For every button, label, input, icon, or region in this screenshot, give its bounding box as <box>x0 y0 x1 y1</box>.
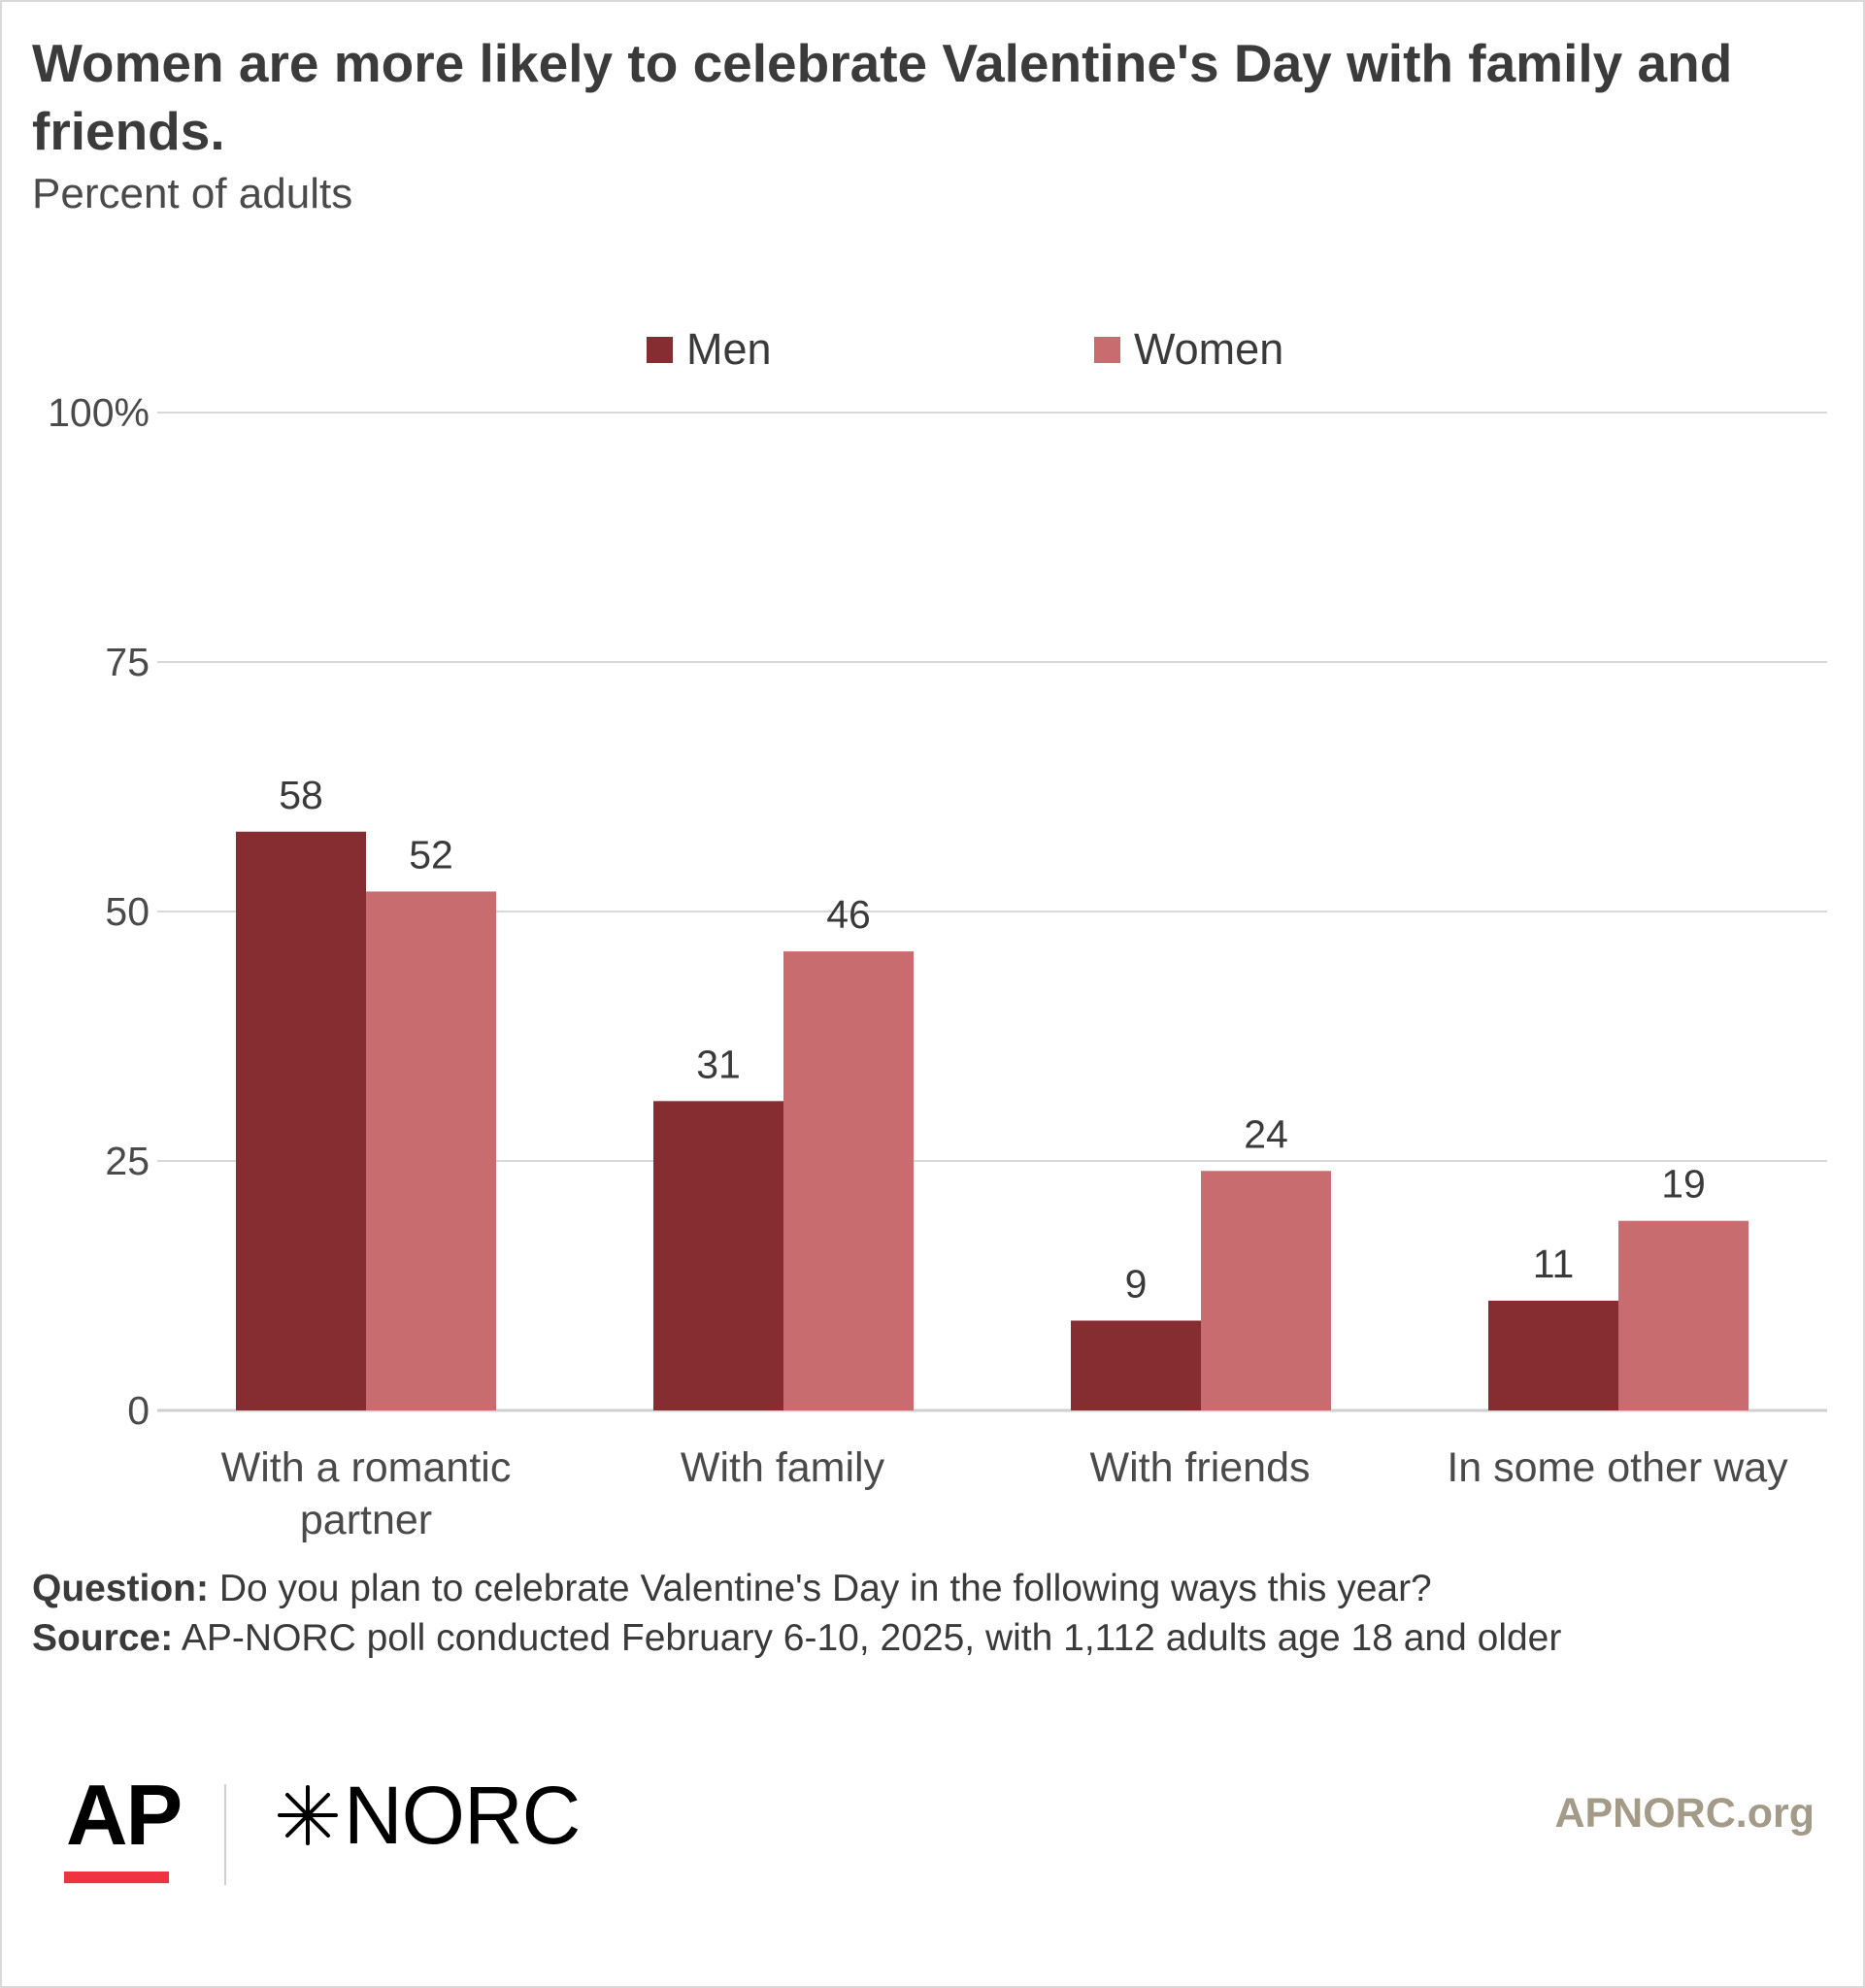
legend-label-women: Women <box>1134 324 1284 374</box>
bar-women-3 <box>1618 1220 1748 1410</box>
source-note: Source: AP-NORC poll conducted February … <box>32 1614 1828 1663</box>
legend-label-men: Men <box>686 324 772 374</box>
question-note: Question: Do you plan to celebrate Valen… <box>32 1565 1828 1613</box>
norc-logo-text: NORC <box>344 1769 581 1861</box>
y-tick-label: 100% <box>48 390 150 435</box>
data-label-men-0: 58 <box>279 773 323 817</box>
bar-chart: 0 25 50 75 100% 58 31 9 11 52 46 24 19 <box>48 390 1827 1433</box>
y-tick-label: 0 <box>127 1388 150 1433</box>
category-label-family: With family <box>680 1444 885 1491</box>
data-label-men-1: 31 <box>696 1042 741 1086</box>
question-text: Do you plan to celebrate Valentine's Day… <box>209 1568 1432 1609</box>
bar-men-0 <box>236 831 366 1410</box>
legend-swatch-men <box>647 336 673 363</box>
logo-divider <box>224 1784 226 1885</box>
y-tick-label: 25 <box>105 1139 150 1183</box>
ap-logo: AP <box>66 1767 183 1863</box>
data-label-men-2: 9 <box>1125 1261 1148 1306</box>
chart-title: Women are more likely to celebrate Valen… <box>32 33 1733 161</box>
source-label: Source: <box>32 1617 174 1659</box>
source-text: AP-NORC poll conducted February 6-10, 20… <box>173 1617 1562 1659</box>
category-label-other-way: In some other way <box>1447 1444 1788 1491</box>
bar-men-2 <box>1071 1320 1201 1410</box>
data-label-men-3: 11 <box>1533 1242 1575 1286</box>
legend-item-women: Women <box>1094 322 1283 377</box>
data-label-women-2: 24 <box>1244 1111 1288 1156</box>
site-link[interactable]: APNORC.org <box>1554 1790 1815 1837</box>
bar-men-3 <box>1488 1300 1618 1410</box>
y-tick-label: 50 <box>105 889 150 934</box>
data-label-women-1: 46 <box>826 892 871 937</box>
chart-subtitle: Percent of adults <box>32 170 353 217</box>
data-label-women-0: 52 <box>409 832 453 877</box>
norc-logo: NORC <box>274 1767 581 1864</box>
bar-men-1 <box>653 1101 783 1410</box>
y-tick-label: 75 <box>105 640 150 684</box>
category-label-friends: With friends <box>1089 1444 1311 1491</box>
question-label: Question: <box>32 1568 209 1609</box>
legend-swatch-women <box>1094 336 1120 363</box>
legend-item-men: Men <box>647 322 772 377</box>
norc-star-icon <box>278 1785 338 1845</box>
category-label-romantic-partner: With a romantic partner <box>220 1444 512 1543</box>
data-label-women-3: 19 <box>1661 1162 1706 1207</box>
bar-women-1 <box>783 951 914 1410</box>
bar-women-2 <box>1201 1171 1331 1410</box>
ap-logo-underline <box>64 1872 169 1883</box>
bar-women-0 <box>366 891 496 1410</box>
